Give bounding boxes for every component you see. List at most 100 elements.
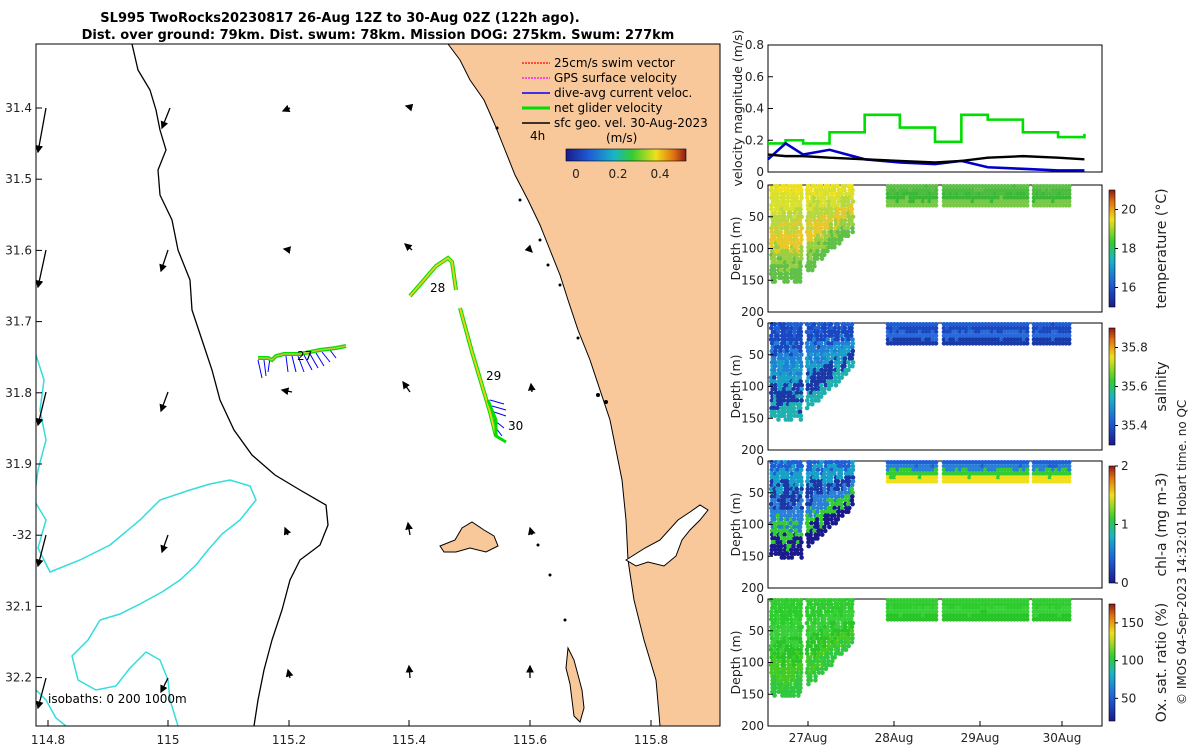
profile-dot — [980, 479, 985, 484]
profile-dot — [815, 617, 821, 622]
profile-dot — [1041, 183, 1046, 189]
profile-dot — [783, 463, 788, 469]
profile-dot — [835, 203, 841, 208]
profile-dot — [951, 191, 956, 197]
profile-dot — [1054, 617, 1059, 622]
profile-dot — [794, 609, 800, 614]
profile-dot — [794, 597, 800, 603]
profile-dot — [781, 386, 787, 392]
profile-dot — [1066, 337, 1072, 342]
profile-dot — [804, 229, 810, 235]
profile-dot — [792, 229, 797, 235]
map-colorbar-tick-2: 0.4 — [650, 167, 669, 181]
profile-dot — [1031, 183, 1037, 189]
profile-dot — [1057, 617, 1062, 622]
profile-dot — [772, 363, 778, 369]
profile-dot — [825, 517, 831, 522]
profile-dot — [819, 532, 825, 537]
profile-dot — [1034, 321, 1040, 327]
profile-dot — [1050, 337, 1056, 342]
profile-dot — [992, 467, 998, 473]
profile-dot — [829, 486, 835, 492]
profile-dot — [930, 325, 936, 331]
profile-dot — [772, 405, 777, 411]
profile-dot — [930, 337, 936, 342]
profile-dot — [778, 532, 783, 537]
profile-dot — [986, 183, 992, 189]
profile-dot — [850, 467, 856, 473]
profile-dot — [895, 321, 900, 327]
profile-dot — [980, 471, 985, 477]
profile-dot — [778, 256, 784, 261]
profile-dot — [920, 609, 926, 614]
profile-dot — [911, 463, 916, 469]
profile-dot — [769, 348, 775, 354]
profile-dot — [779, 275, 784, 281]
profile-dot — [1038, 187, 1043, 193]
depth-tick-label: 50 — [749, 348, 764, 362]
profile-dot — [806, 401, 811, 407]
profile-dot — [819, 459, 824, 465]
profile-dot — [816, 344, 821, 350]
profile-dot — [999, 463, 1004, 469]
profile-dot — [778, 271, 784, 277]
profile-dot — [927, 459, 932, 465]
profile-dot — [920, 601, 926, 607]
profile-dot — [812, 620, 818, 626]
profile-dot — [808, 382, 814, 388]
profile-dot — [933, 613, 939, 618]
profile-dot — [1050, 341, 1056, 346]
profile-dot — [927, 475, 932, 480]
profile-dot — [901, 467, 907, 473]
profile-dot — [794, 670, 800, 675]
profile-dot — [944, 609, 950, 614]
profile-dot — [1018, 467, 1024, 473]
profile-dot — [964, 325, 969, 331]
profile-dot — [1044, 463, 1050, 469]
profile-dot — [846, 494, 851, 499]
velocity-ytick-label: 0.6 — [745, 70, 764, 84]
profile-dot — [778, 367, 784, 373]
profile-dot — [822, 352, 827, 358]
profile-dot — [819, 367, 824, 373]
profile-dot — [1050, 467, 1056, 473]
profile-dot — [808, 229, 813, 235]
profile-dot — [970, 613, 976, 618]
profile-dot — [782, 655, 787, 660]
profile-dot — [797, 632, 803, 637]
profile-dot — [892, 325, 897, 331]
profile-dot — [789, 183, 794, 189]
profile-dot — [954, 321, 960, 327]
profile-dot — [976, 329, 982, 335]
profile-dot — [992, 617, 998, 622]
profile-dot — [1044, 333, 1050, 339]
profile-dot — [933, 479, 939, 484]
profile-dot — [1008, 321, 1014, 327]
profile-dot — [917, 463, 923, 469]
profile-dot — [842, 222, 848, 227]
profile-dot — [828, 218, 834, 223]
profile-dot — [957, 609, 963, 614]
profile-dot — [1060, 333, 1066, 339]
profile-dot — [815, 536, 820, 541]
profile-dot — [895, 601, 900, 607]
profile-dot — [999, 325, 1004, 331]
profile-dot — [788, 413, 794, 419]
profile-dot — [785, 267, 791, 273]
profile-dot — [805, 467, 811, 473]
profile-dot — [904, 337, 910, 342]
profile-dot — [1038, 617, 1043, 622]
profile-dot — [798, 613, 804, 618]
profile-dot — [951, 609, 956, 614]
profile-dot — [811, 260, 817, 265]
profile-dot — [775, 609, 780, 614]
profile-dot — [786, 459, 791, 465]
profile-dot — [1034, 463, 1040, 469]
profile-dot — [970, 479, 976, 484]
profile-dot — [779, 685, 785, 691]
map-colorbar-tick-0: 0 — [572, 167, 580, 181]
profile-dot — [980, 459, 985, 465]
profile-dot — [809, 360, 815, 365]
profile-dot — [1047, 329, 1053, 335]
profile-dot — [911, 191, 916, 197]
